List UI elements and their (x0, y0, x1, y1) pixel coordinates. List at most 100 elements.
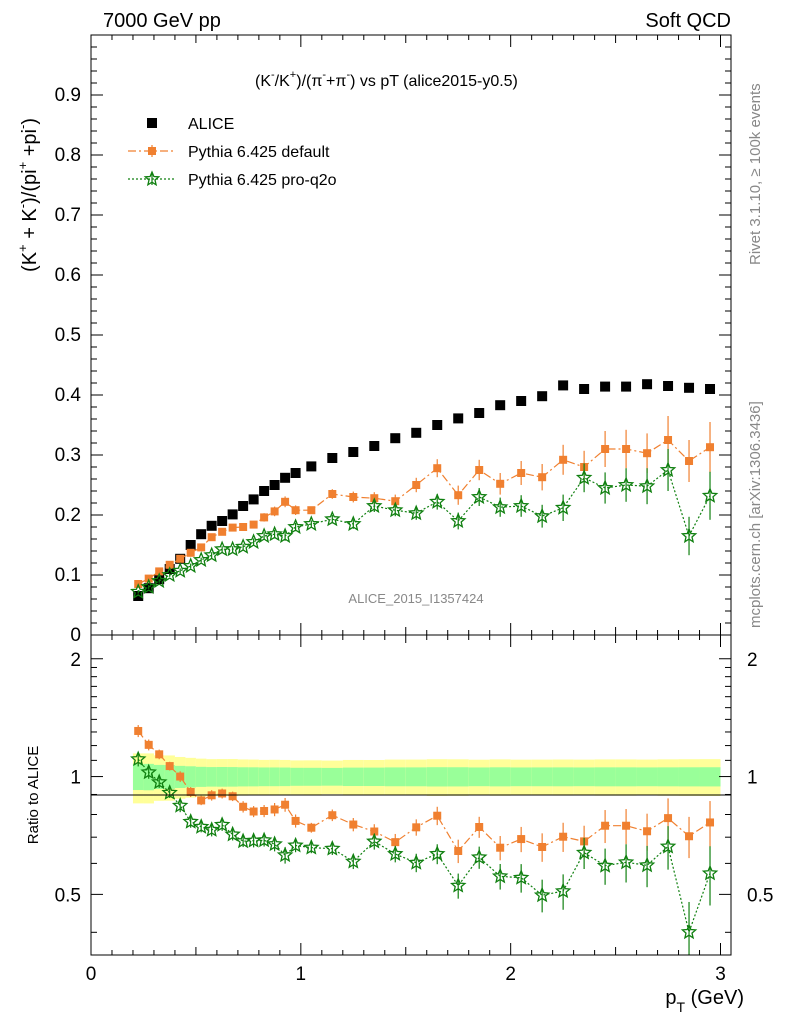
data-point (516, 396, 527, 406)
ratio-point (161, 784, 178, 800)
ratio-tick-label-left: 0.5 (55, 885, 81, 906)
ratio-band-stat (636, 767, 658, 787)
data-point (579, 384, 590, 394)
data-point (185, 540, 196, 550)
data-point (248, 494, 259, 505)
legend-marker (147, 118, 157, 128)
data-point (344, 515, 362, 532)
ratio-point (150, 773, 168, 790)
ratio-band-stat (290, 767, 304, 786)
x-tick-label: 1 (296, 964, 307, 985)
ratio-point (575, 844, 593, 860)
ratio-point (203, 821, 220, 837)
data-point (643, 449, 652, 458)
ratio-point (287, 836, 304, 853)
series-alice (133, 379, 716, 601)
ratio-point (491, 867, 509, 884)
data-point (133, 591, 144, 601)
data-point (533, 507, 551, 524)
ratio-band-stat (342, 767, 364, 787)
ratio-point (559, 832, 568, 841)
ratio-point (260, 806, 269, 815)
ratio-point (433, 811, 442, 820)
data-point (411, 427, 422, 438)
data-point (245, 533, 262, 550)
y-tick-label: 0.8 (55, 145, 81, 166)
axis-ticks (90, 34, 731, 955)
data-point (291, 506, 300, 515)
data-point (491, 498, 509, 515)
data-point (684, 382, 695, 393)
ratio-band-stat (195, 766, 207, 787)
ratio-point (475, 823, 484, 832)
data-point (600, 381, 611, 392)
rivet-version-label: Rivet 3.1.10, ≥ 100k events (747, 83, 764, 265)
ratio-point (387, 845, 404, 861)
data-point (227, 509, 238, 520)
x-tick-label: 3 (715, 964, 726, 985)
ratio-point (512, 869, 530, 885)
data-point (307, 506, 316, 515)
legend: ALICE Pythia 6.425 default Pythia 6.425 … (128, 116, 337, 189)
legend-marker (143, 170, 161, 187)
data-point (512, 497, 530, 514)
data-point (470, 488, 488, 505)
ratio-band-stat (594, 767, 616, 787)
ratio-point (276, 846, 294, 863)
ratio-band-stat (216, 767, 228, 787)
data-point (433, 464, 442, 473)
ratio-point (192, 818, 210, 834)
y-tick-label: 0.7 (55, 205, 81, 226)
ratio-point (182, 812, 199, 829)
ratio-point (228, 792, 237, 801)
data-point (622, 445, 631, 453)
data-point (663, 381, 674, 391)
ratio-point (622, 821, 631, 830)
ratio-line-pythia-6-425-pro-q2o (137, 758, 711, 935)
data-point (192, 551, 210, 568)
ratio-point (270, 805, 279, 814)
data-point (249, 520, 258, 529)
ratio-point (470, 848, 488, 865)
ratio-band-stat (279, 767, 291, 787)
data-point (596, 479, 614, 496)
ratio-point (517, 835, 526, 844)
ratio-band-stat (426, 767, 448, 787)
ratio-point (197, 796, 206, 805)
ratio-point (601, 821, 610, 830)
data-point (706, 443, 715, 452)
data-point (450, 512, 467, 529)
legend-markers (128, 118, 176, 187)
y-tick-label: 0 (70, 625, 81, 646)
data-point (155, 567, 164, 576)
data-point (664, 436, 673, 444)
ratio-point (291, 816, 300, 825)
ratio-point (538, 842, 547, 851)
header-right: Soft QCD (645, 10, 731, 32)
ratio-point (680, 923, 698, 940)
data-point (538, 473, 547, 482)
data-point (176, 554, 185, 563)
ratio-tick-label-right: 1 (747, 768, 758, 789)
ratio-point (533, 886, 551, 903)
ratio-band-stat (468, 767, 490, 787)
ratio-point (307, 823, 316, 832)
ratio-point (324, 840, 341, 856)
ratio-point (643, 827, 652, 836)
data-point (391, 497, 400, 506)
mcplots-reference-label: mcplots.cern.ch [arXiv:1306.3436] (747, 401, 764, 628)
data-point (217, 516, 228, 526)
ratio-point (186, 787, 195, 796)
ratio-band-stat (447, 767, 469, 787)
ratio-point (450, 877, 467, 893)
data-point (617, 476, 635, 493)
ratio-point (218, 789, 227, 798)
ratio-point (407, 853, 425, 870)
data-point (186, 548, 195, 557)
data-point (206, 520, 217, 531)
data-point (171, 562, 189, 578)
data-point (475, 466, 484, 474)
ratio-point (266, 835, 283, 852)
data-point (290, 468, 301, 478)
